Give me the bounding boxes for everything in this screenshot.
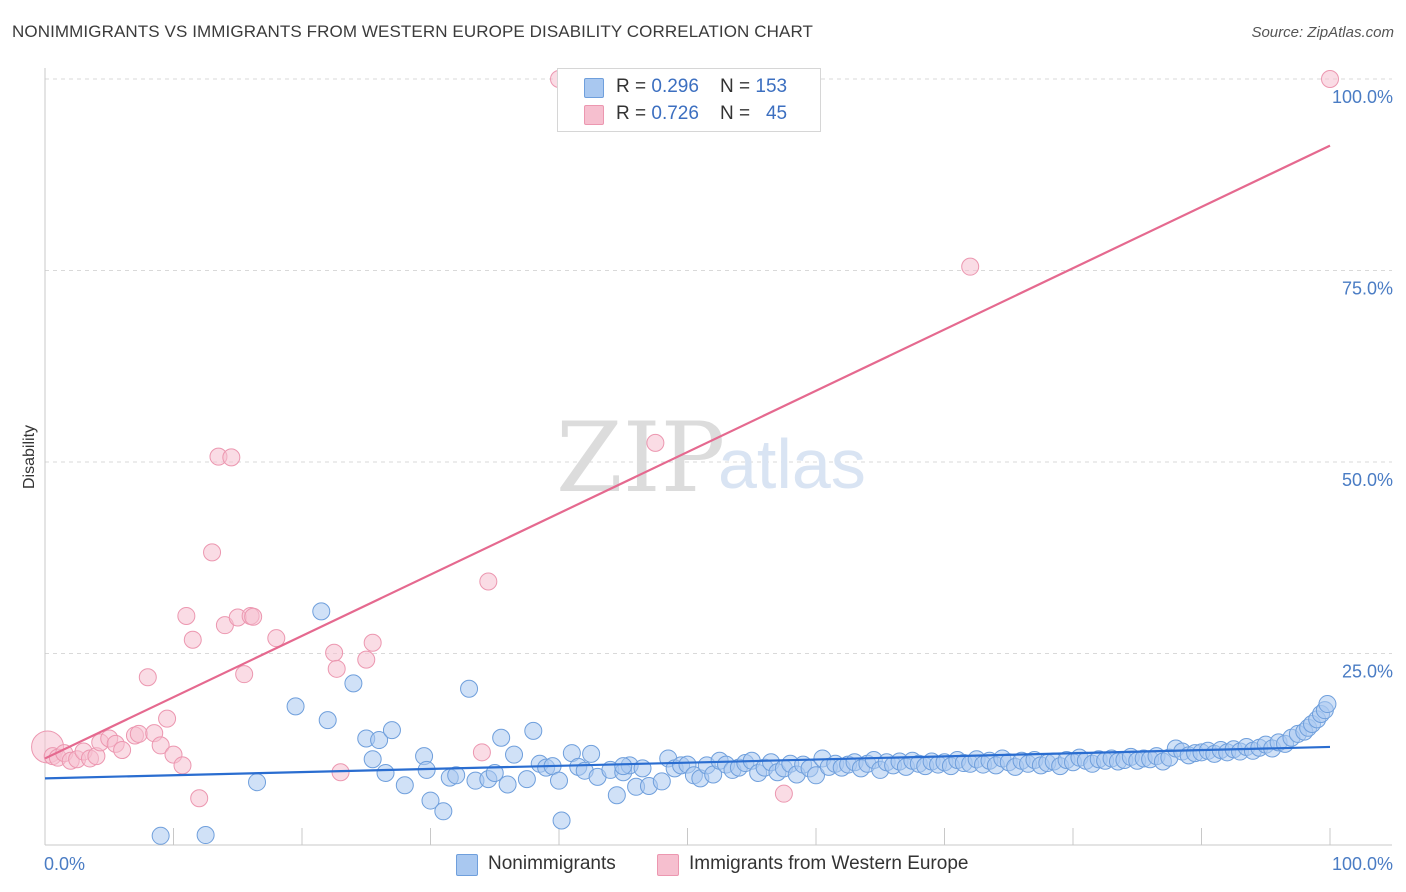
watermark-zip: ZIP (556, 402, 725, 514)
immigrants-point (158, 709, 177, 728)
legend-swatch-blue (584, 78, 604, 98)
x-tick-label: 0.0% (44, 854, 85, 874)
nonimmigrants-point (807, 766, 825, 785)
nonimmigrants-point (447, 766, 466, 785)
legend-r-label: R = (616, 103, 652, 124)
nonimmigrants-point (248, 773, 267, 792)
y-tick-label: 50.0% (1342, 470, 1393, 490)
legend-r-label: R = (616, 76, 652, 97)
correlation-legend: R = 0.296 N = 153 R = 0.726 N = 45 (557, 68, 821, 132)
immigrants-point (479, 572, 498, 591)
immigrants-point (244, 607, 263, 626)
y-axis-label: Disability (21, 425, 38, 489)
y-tick-label: 75.0% (1342, 279, 1393, 299)
immigrants-point (222, 448, 241, 467)
nonimmigrants-point (286, 697, 305, 716)
nonimmigrants-point (492, 728, 511, 747)
nonimmigrants-point (382, 721, 401, 740)
nonimmigrants-point (582, 744, 601, 763)
bottom-legend-swatch-blue (456, 854, 478, 876)
nonimmigrants-point (524, 721, 543, 740)
immigrants-point (267, 629, 286, 648)
chart-title: NONIMMIGRANTS VS IMMIGRANTS FROM WESTERN… (12, 22, 814, 41)
nonimmigrants-point (363, 750, 382, 769)
nonimmigrants-point (344, 674, 363, 693)
nonimmigrants-point (151, 826, 170, 845)
legend-n-value: 45 (765, 103, 788, 124)
immigrants-point (1321, 70, 1339, 88)
nonimmigrants-point (370, 731, 389, 750)
immigrants-point (472, 743, 491, 762)
legend-n-label: N = (720, 76, 756, 97)
trend-lines (44, 144, 1331, 780)
nonimmigrants-point (196, 826, 215, 845)
nonimmigrants-point (460, 679, 479, 698)
y-tick-label: 25.0% (1342, 662, 1393, 682)
immigrants-trend-line (44, 144, 1331, 760)
tick-labels: 25.0% 50.0% 75.0% 100.0% 0.0% 100.0% (44, 87, 1393, 874)
x-tick-label: 100.0% (1332, 854, 1393, 874)
immigrants-point (173, 756, 192, 775)
immigrants-point (774, 784, 793, 803)
legend-n-value: 153 (755, 76, 788, 97)
axes (44, 68, 1392, 846)
nonimmigrants-point (498, 775, 517, 794)
immigrants-point (151, 736, 170, 755)
immigrants-point (138, 668, 157, 687)
legend-n-label: N = (720, 103, 756, 124)
nonimmigrants-point (485, 763, 504, 782)
legend-r-value: 0.726 (651, 103, 699, 124)
nonimmigrants-point (421, 791, 440, 810)
nonimmigrants-point (517, 770, 536, 789)
legend-r-value: 0.296 (651, 76, 699, 97)
nonimmigrants-point (1318, 695, 1337, 714)
nonimmigrants-point (434, 802, 453, 821)
nonimmigrants-points (151, 602, 1337, 845)
bottom-legend-swatch-pink (657, 854, 679, 876)
nonimmigrants-point (552, 811, 571, 830)
immigrants-point (327, 659, 346, 678)
bottom-legend-label: Nonimmigrants (488, 853, 616, 874)
immigrants-point (203, 543, 222, 562)
nonimmigrants-point (376, 763, 395, 782)
immigrants-point (183, 630, 202, 649)
immigrants-point (961, 257, 980, 276)
immigrants-point (363, 633, 382, 652)
legend-swatch-pink (584, 105, 604, 125)
source-label: Source: ZipAtlas.com (1251, 24, 1394, 41)
nonimmigrants-point (607, 786, 626, 805)
immigrants-point (235, 665, 254, 684)
y-tick-label: 100.0% (1332, 87, 1393, 107)
nonimmigrants-point (395, 776, 414, 795)
immigrants-point (113, 741, 132, 760)
nonimmigrants-point (312, 602, 331, 621)
immigrants-point (357, 650, 376, 669)
immigrants-points (31, 70, 1339, 808)
grid-lines (45, 78, 1392, 654)
watermark-atlas: atlas (718, 425, 866, 503)
bottom-legend-label: Immigrants from Western Europe (689, 853, 969, 874)
immigrants-point (646, 433, 665, 452)
nonimmigrants-point (633, 759, 652, 778)
immigrants-point (190, 789, 209, 808)
watermark: ZIP atlas (556, 402, 866, 514)
immigrants-point (129, 724, 148, 743)
nonimmigrants-point (614, 757, 633, 776)
nonimmigrants-point (652, 772, 671, 791)
nonimmigrants-point (550, 771, 568, 790)
immigrants-point (177, 606, 196, 625)
nonimmigrants-point (505, 745, 524, 764)
immigrants-point (325, 643, 344, 662)
nonimmigrants-point (318, 711, 337, 730)
nonimmigrants-trend-line (44, 745, 1331, 780)
